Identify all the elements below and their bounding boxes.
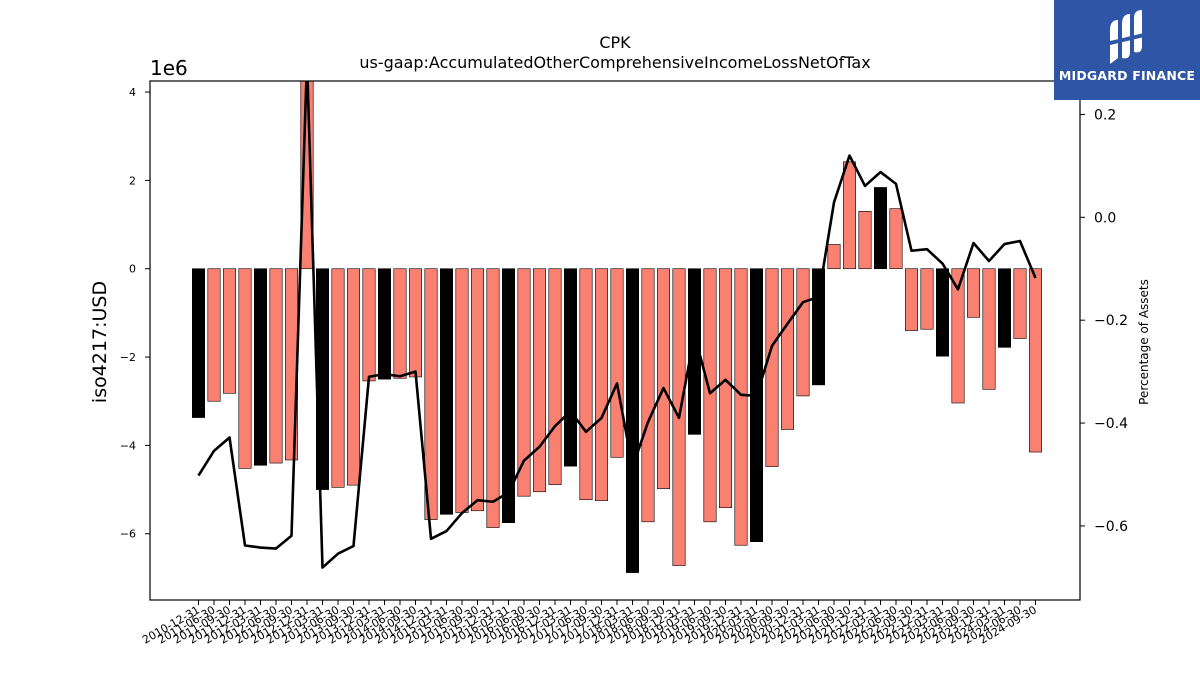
- bar: [920, 268, 934, 330]
- bar: [641, 268, 655, 523]
- chart-subtitle: us-gaap:AccumulatedOtherComprehensiveInc…: [359, 53, 870, 72]
- bar: [362, 268, 376, 382]
- y2-tick-label: 0.0: [1094, 210, 1116, 226]
- bar: [470, 268, 484, 512]
- bar: [858, 211, 872, 270]
- bar: [548, 268, 562, 486]
- y-tick-label: 4: [129, 86, 136, 99]
- bar: [207, 268, 221, 402]
- bar: [439, 268, 453, 515]
- bar: [765, 268, 779, 467]
- bar: [579, 268, 593, 501]
- bar: [254, 268, 268, 466]
- bar: [238, 268, 252, 469]
- bar: [687, 268, 701, 435]
- bar: [889, 208, 903, 270]
- bar: [269, 268, 283, 464]
- bar: [331, 268, 345, 488]
- bar: [904, 268, 918, 331]
- bar: [749, 268, 763, 542]
- bar: [1029, 268, 1043, 453]
- bar: [594, 268, 608, 501]
- bar: [703, 268, 717, 523]
- y-multiplier: 1e6: [150, 56, 188, 80]
- logo-mark-icon: [1106, 10, 1148, 64]
- y-tick-label: −6: [120, 528, 136, 541]
- y-tick-label: 0: [129, 263, 136, 276]
- bar: [827, 244, 841, 270]
- bar: [393, 268, 407, 379]
- brand-logo: MIDGARD FINANCE: [1054, 0, 1200, 100]
- bar: [951, 268, 965, 404]
- bar: [935, 268, 949, 357]
- y-tick-label: −4: [120, 439, 136, 452]
- y2-axis: −0.6 −0.4 −0.2 0.0 0.2: [1080, 107, 1128, 535]
- bar: [625, 268, 639, 573]
- bar: [532, 268, 546, 493]
- bar: [408, 268, 422, 378]
- bar: [982, 268, 996, 390]
- bar: [656, 268, 670, 489]
- y2-tick-label: −0.6: [1094, 519, 1128, 535]
- bar: [842, 161, 856, 270]
- bar: [223, 268, 237, 394]
- bar: [563, 268, 577, 467]
- bar: [517, 268, 531, 497]
- bar: [1013, 268, 1027, 339]
- bar: [966, 268, 980, 318]
- bar: [780, 268, 794, 430]
- bar: [192, 268, 206, 418]
- bar: [718, 268, 732, 508]
- bar: [997, 268, 1011, 348]
- bar: [734, 268, 748, 546]
- y-tick-label: 2: [129, 174, 136, 187]
- line-layer: [197, 81, 1037, 569]
- bar: [455, 268, 469, 513]
- bar: [811, 268, 825, 386]
- bar: [501, 268, 515, 523]
- plot-frame: [149, 80, 1081, 601]
- logo-text: MIDGARD FINANCE: [1058, 68, 1196, 83]
- y-tick-label: −2: [120, 351, 136, 364]
- bar: [486, 268, 500, 528]
- y-axis: −6 −4 −2 0 2 4: [120, 86, 150, 541]
- y-axis-label: iso4217:USD: [89, 281, 111, 403]
- bar: [424, 268, 438, 520]
- percentage-line: [197, 81, 1037, 569]
- y2-tick-label: 0.2: [1094, 107, 1116, 123]
- y2-tick-label: −0.4: [1094, 416, 1128, 432]
- chart-title: CPK: [599, 33, 631, 52]
- y2-axis-label: Percentage of Assets: [1137, 279, 1151, 405]
- bar: [346, 268, 360, 486]
- bar: [796, 268, 810, 397]
- bar: [377, 268, 391, 380]
- bar: [610, 268, 624, 458]
- y2-tick-label: −0.2: [1094, 313, 1128, 329]
- bar: [873, 187, 887, 270]
